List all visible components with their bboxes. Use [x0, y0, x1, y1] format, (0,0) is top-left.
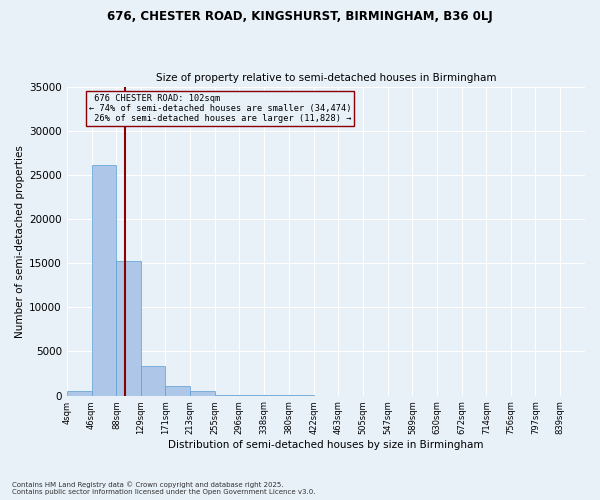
Bar [166, 386, 190, 396]
Text: 676, CHESTER ROAD, KINGSHURST, BIRMINGHAM, B36 0LJ: 676, CHESTER ROAD, KINGSHURST, BIRMINGHA… [107, 10, 493, 23]
Bar [190, 391, 215, 396]
Text: 676 CHESTER ROAD: 102sqm
← 74% of semi-detached houses are smaller (34,474)
 26%: 676 CHESTER ROAD: 102sqm ← 74% of semi-d… [89, 94, 351, 124]
Title: Size of property relative to semi-detached houses in Birmingham: Size of property relative to semi-detach… [155, 73, 496, 83]
Bar [92, 165, 116, 396]
Text: Contains HM Land Registry data © Crown copyright and database right 2025.
Contai: Contains HM Land Registry data © Crown c… [12, 482, 316, 495]
Bar [140, 366, 166, 396]
Y-axis label: Number of semi-detached properties: Number of semi-detached properties [15, 144, 25, 338]
Bar [67, 391, 92, 396]
Bar [116, 262, 140, 396]
X-axis label: Distribution of semi-detached houses by size in Birmingham: Distribution of semi-detached houses by … [168, 440, 484, 450]
